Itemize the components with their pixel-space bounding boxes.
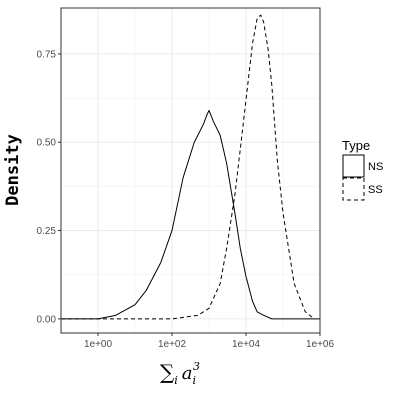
x-axis-title-sub-i: i	[174, 374, 178, 387]
axis-ticks: 1e+00 1e+02 1e+04 1e+06 0.00 0.25 0.50 0.75	[37, 49, 335, 350]
x-tick-label: 1e+06	[306, 339, 335, 350]
y-tick-label: 0.25	[37, 226, 57, 237]
x-axis-title-a-sup: 3	[193, 360, 200, 373]
legend: Type NS SS	[342, 138, 383, 201]
legend-item-ss: SS	[342, 177, 383, 201]
legend-key-ss	[342, 177, 365, 201]
x-axis-title-sigma: ∑	[160, 360, 175, 384]
series-line-ns	[61, 109, 320, 320]
y-tick-label: 0.75	[37, 49, 57, 60]
series-line-ss	[61, 14, 315, 320]
x-tick-label: 1e+02	[158, 339, 187, 350]
y-tick-label: 0.00	[37, 314, 57, 325]
legend-label-ns: NS	[368, 161, 383, 173]
series-layer	[61, 14, 320, 320]
y-tick-label: 0.50	[37, 138, 57, 149]
legend-key-ns	[342, 154, 365, 178]
plot-background	[61, 8, 320, 333]
legend-item-ns: NS	[342, 154, 383, 178]
legend-label-ss: SS	[368, 184, 383, 196]
x-axis-title: ∑i ai3	[160, 360, 200, 387]
x-axis-title-a-sub: i	[193, 374, 197, 387]
legend-title: Type	[342, 138, 370, 153]
x-tick-label: 1e+04	[232, 339, 261, 350]
x-axis-title-a: a	[182, 363, 193, 384]
x-tick-label: 1e+00	[84, 339, 113, 350]
plot-border	[60, 7, 321, 334]
y-axis-title: Density	[3, 134, 23, 206]
